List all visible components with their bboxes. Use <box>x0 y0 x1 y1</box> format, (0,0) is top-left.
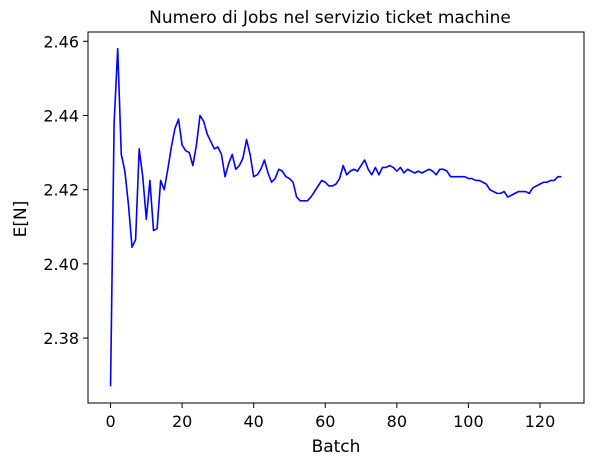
x-tick-label: 40 <box>244 412 264 431</box>
x-tick-label: 100 <box>453 412 484 431</box>
series-line <box>109 47 562 387</box>
x-tick-label: 20 <box>172 412 192 431</box>
x-axis-label: Batch <box>312 437 361 457</box>
y-tick-label: 2.40 <box>43 255 79 274</box>
x-tick-label: 120 <box>525 412 556 431</box>
y-tick-label: 2.46 <box>43 32 79 51</box>
x-tick-label: 0 <box>105 412 115 431</box>
y-axis-label: E[N] <box>11 201 31 238</box>
plot-area: 0 20 40 60 80 100 120 2.38 2.40 2.42 2.44 2.46 <box>43 31 585 431</box>
plot-frame <box>87 31 585 404</box>
y-tick-label: 2.38 <box>43 329 79 348</box>
chart-title: Numero di Jobs nel servizio ticket machi… <box>149 8 511 28</box>
y-tick-label: 2.42 <box>43 181 79 200</box>
x-tick-label: 60 <box>315 412 335 431</box>
y-tick-label: 2.44 <box>43 106 79 125</box>
x-tick-label: 80 <box>387 412 407 431</box>
